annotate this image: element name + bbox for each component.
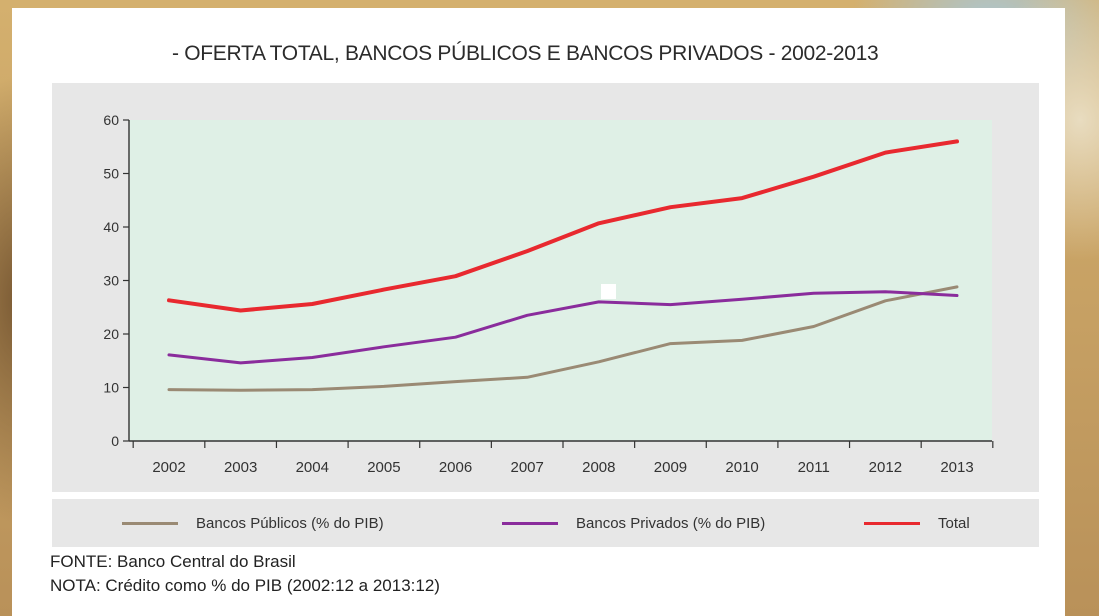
y-tick-label: 0 xyxy=(111,433,119,449)
chart-title: - OFERTA TOTAL, BANCOS PÚBLICOS E BANCOS… xyxy=(172,42,879,65)
x-tick-label: 2005 xyxy=(367,459,400,476)
legend-item-total: Total xyxy=(864,499,970,547)
x-tick-label: 2012 xyxy=(869,459,902,476)
y-tick-label: 30 xyxy=(103,273,119,289)
x-tick-label: 2008 xyxy=(582,459,615,476)
legend-swatch-publicos xyxy=(122,521,178,525)
y-tick-label: 10 xyxy=(103,380,119,396)
x-tick-label: 2006 xyxy=(439,459,472,476)
white-marker xyxy=(601,284,616,299)
legend-swatch-privados xyxy=(502,521,558,525)
legend-item-publicos: Bancos Públicos (% do PIB) xyxy=(122,499,384,547)
x-tick-label: 2011 xyxy=(798,459,830,476)
chart-sheet: - OFERTA TOTAL, BANCOS PÚBLICOS E BANCOS… xyxy=(12,8,1065,616)
y-tick-label: 20 xyxy=(103,326,119,342)
series-line-total xyxy=(167,139,959,313)
plot-background xyxy=(129,120,992,441)
x-tick-label: 2002 xyxy=(152,459,185,476)
source-note: FONTE: Banco Central do Brasil xyxy=(50,552,296,571)
x-tick-label: 2007 xyxy=(510,459,543,476)
x-tick-label: 2009 xyxy=(654,459,687,476)
legend-swatch-total xyxy=(864,521,920,525)
x-tick-label: 2004 xyxy=(296,459,329,476)
chart-area: 0 10 20 30 40 50 60 2002 2003 2004 2005 2006 2007 200… xyxy=(52,83,1039,492)
legend: Bancos Públicos (% do PIB) Bancos Privad… xyxy=(52,499,1039,547)
y-tick-label: 50 xyxy=(103,166,119,182)
y-tick-label: 40 xyxy=(103,219,119,235)
y-tick-label: 60 xyxy=(103,112,119,128)
series-line-privados xyxy=(167,290,959,365)
x-tick-label: 2010 xyxy=(725,459,758,476)
legend-label-total: Total xyxy=(938,514,970,532)
nota-note: NOTA: Crédito como % do PIB (2002:12 a 2… xyxy=(50,576,440,595)
series-line-publicos xyxy=(167,285,959,392)
x-tick-label: 2013 xyxy=(940,459,973,476)
x-tick-label: 2003 xyxy=(224,459,257,476)
legend-label-privados: Bancos Privados (% do PIB) xyxy=(576,514,766,532)
legend-label-publicos: Bancos Públicos (% do PIB) xyxy=(196,514,384,532)
line-chart: 0 10 20 30 40 50 60 2002 2003 2004 2005 2006 2007 200… xyxy=(103,112,994,476)
legend-item-privados: Bancos Privados (% do PIB) xyxy=(502,499,765,547)
